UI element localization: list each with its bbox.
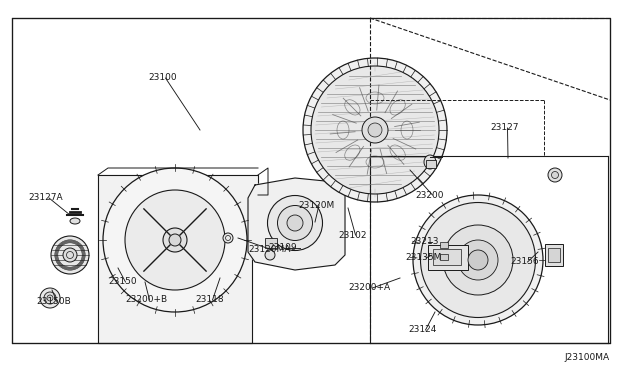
Text: 23127: 23127 [490,124,518,132]
Ellipse shape [424,155,436,169]
Ellipse shape [125,190,225,290]
Ellipse shape [169,234,181,246]
Text: 23118: 23118 [195,295,223,305]
Text: 23200: 23200 [415,190,444,199]
Ellipse shape [413,195,543,325]
Text: 23213: 23213 [410,237,438,247]
Text: 23109: 23109 [268,244,296,253]
Bar [433,249,461,265]
Text: 23127A: 23127A [28,193,63,202]
Bar [440,254,448,260]
Ellipse shape [368,123,382,137]
Ellipse shape [287,215,303,231]
Ellipse shape [51,236,89,274]
Ellipse shape [44,292,56,304]
Bar [426,160,436,168]
Ellipse shape [103,168,247,312]
Ellipse shape [420,202,536,317]
Ellipse shape [458,240,498,280]
Ellipse shape [268,196,323,250]
Polygon shape [248,178,345,270]
Text: J23100MA: J23100MA [565,353,610,362]
Text: 23150: 23150 [108,278,136,286]
Text: 23102: 23102 [338,231,367,240]
Ellipse shape [303,58,447,202]
Ellipse shape [40,288,60,308]
Bar [545,244,563,266]
Text: 23156: 23156 [510,257,539,266]
Ellipse shape [70,218,80,224]
Text: 23200+A: 23200+A [348,283,390,292]
Polygon shape [98,175,258,343]
Text: 23100: 23100 [148,74,177,83]
Text: 23120M: 23120M [298,201,334,209]
Ellipse shape [362,117,388,143]
Ellipse shape [265,250,275,260]
Text: 23135M: 23135M [405,253,442,263]
Text: 23200+B: 23200+B [125,295,167,305]
Ellipse shape [63,248,77,262]
Bar [548,248,560,262]
Ellipse shape [163,228,187,252]
Text: 23150B: 23150B [36,298,71,307]
Ellipse shape [311,66,439,194]
Ellipse shape [47,295,53,301]
Ellipse shape [278,205,312,241]
Text: 23124: 23124 [408,326,436,334]
Ellipse shape [548,168,562,182]
Text: 23120MA: 23120MA [248,246,291,254]
Bar [12,18,610,343]
Bar [428,245,468,270]
Ellipse shape [443,225,513,295]
Bar [440,242,448,248]
Ellipse shape [223,233,233,243]
Bar [265,238,277,248]
Ellipse shape [552,171,559,179]
Ellipse shape [468,250,488,270]
